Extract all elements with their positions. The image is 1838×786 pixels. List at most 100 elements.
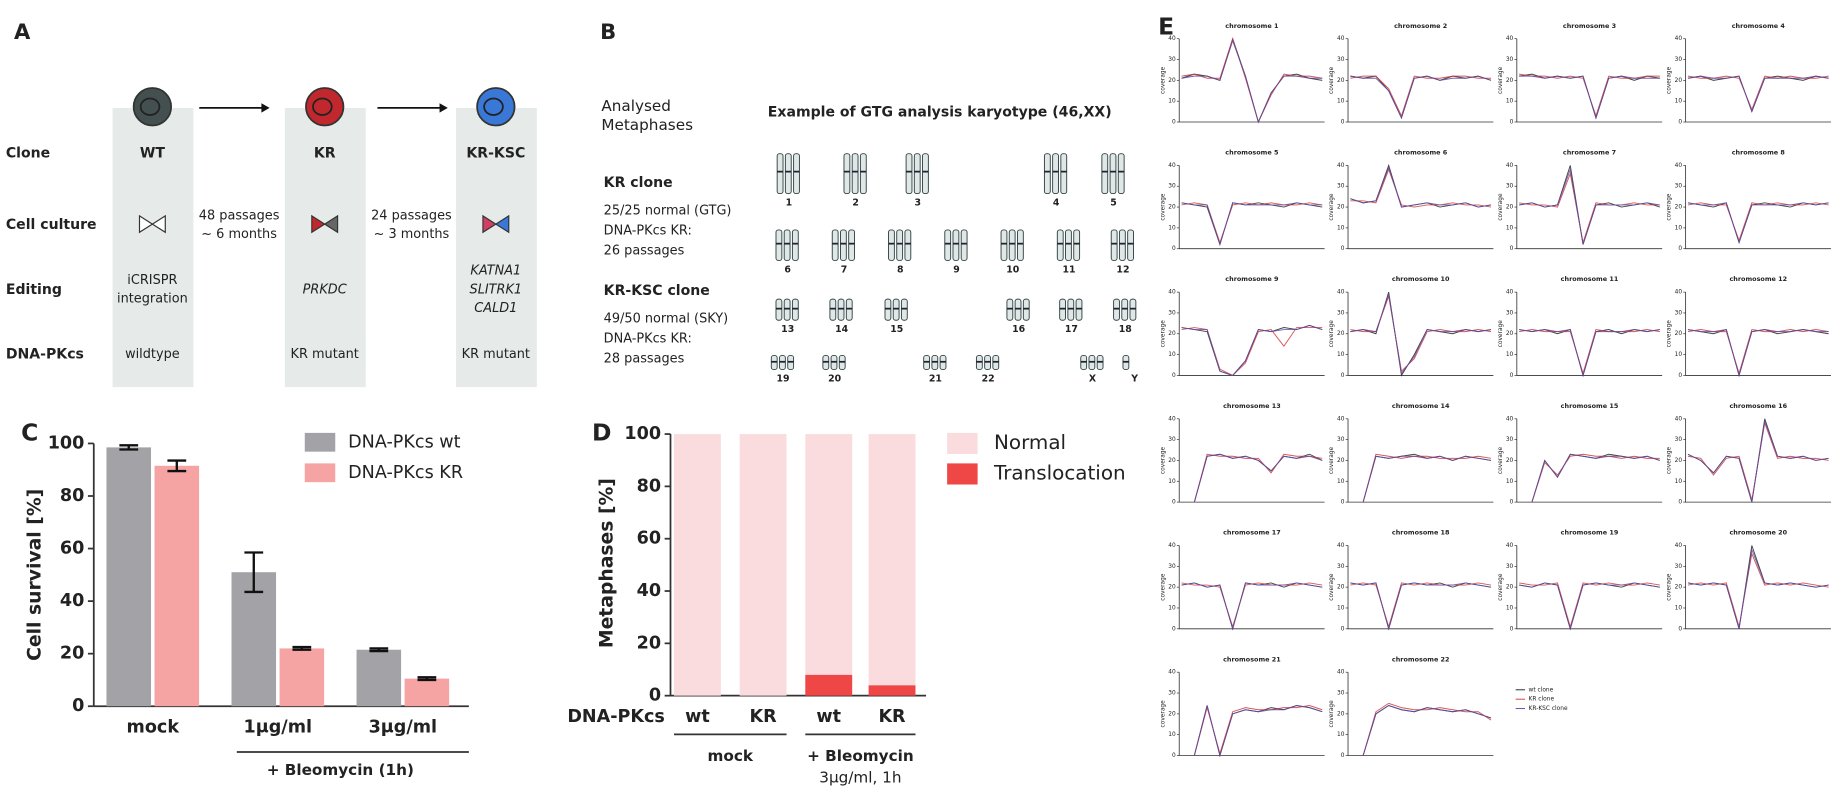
editing-text: PRKDC bbox=[303, 282, 347, 297]
heading: Metaphases bbox=[601, 116, 693, 134]
panel-letter: C bbox=[21, 419, 38, 447]
y-tick-label: 20 bbox=[1337, 585, 1345, 591]
coverage-line bbox=[1362, 453, 1492, 503]
coverage-line bbox=[1687, 547, 1829, 629]
y-tick-label: 30 bbox=[1168, 437, 1176, 443]
x-tick-label: mock bbox=[127, 717, 181, 737]
y-tick-label: 20 bbox=[1675, 205, 1683, 211]
chromosome bbox=[1060, 153, 1068, 195]
editing-text: KATNA1 bbox=[470, 263, 521, 278]
y-tick-label: 0 bbox=[1172, 500, 1176, 506]
y-tick-label: 30 bbox=[1168, 57, 1176, 63]
chromosome bbox=[905, 153, 913, 195]
subplot-title: chromosome 5 bbox=[1225, 149, 1279, 157]
chromosome-label: 14 bbox=[835, 324, 849, 335]
y-axis-label: Cell survival [%] bbox=[25, 489, 46, 661]
y-tick-label: 100 bbox=[48, 433, 85, 453]
y-tick-label: 30 bbox=[1506, 437, 1514, 443]
group-line: 25/25 normal (GTG) bbox=[604, 204, 732, 219]
panel-letter: E bbox=[1158, 13, 1174, 41]
coverage-line bbox=[1687, 329, 1829, 378]
chromosome bbox=[1006, 298, 1014, 321]
chromosome bbox=[776, 153, 784, 195]
y-axis-label: coverage bbox=[1160, 700, 1166, 728]
y-tick-label: 20 bbox=[1337, 205, 1345, 211]
chromosome-label: 18 bbox=[1119, 324, 1132, 335]
y-axis-label: coverage bbox=[1329, 66, 1335, 94]
error-bar bbox=[292, 645, 312, 651]
y-tick-label: 20 bbox=[1337, 458, 1345, 464]
clone-name: WT bbox=[140, 146, 166, 162]
bar bbox=[279, 648, 325, 707]
group-line: DNA-PKcs KR: bbox=[604, 332, 692, 347]
chromosome bbox=[1065, 229, 1072, 261]
dna-pkcs-status: KR mutant bbox=[462, 347, 530, 362]
editing-text: iCRISPR bbox=[127, 273, 177, 288]
chromosome-label: 22 bbox=[982, 373, 995, 384]
chromosome bbox=[1059, 298, 1066, 321]
transition-text: 48 passages bbox=[199, 208, 280, 223]
chromosome bbox=[888, 229, 895, 261]
x-axis-label: DNA-PKcs bbox=[567, 707, 665, 727]
culture-icon bbox=[311, 214, 326, 234]
chromosome-label: 20 bbox=[828, 373, 842, 384]
legend-swatch bbox=[304, 432, 336, 452]
panel-letter: B bbox=[600, 19, 616, 44]
cell-nucleus bbox=[312, 97, 333, 116]
y-tick-label: 30 bbox=[1675, 437, 1683, 443]
coverage-line bbox=[1687, 202, 1829, 244]
y-tick-label: 20 bbox=[1675, 585, 1683, 591]
y-axis-label: coverage bbox=[1498, 193, 1504, 221]
y-axis-label: coverage bbox=[1160, 320, 1166, 348]
y-tick-label: 30 bbox=[1168, 564, 1176, 570]
y-tick-label: 30 bbox=[1506, 564, 1514, 570]
dna-pkcs-status: wildtype bbox=[125, 347, 180, 362]
y-tick-label: 30 bbox=[1337, 184, 1345, 190]
y-tick-label: 10 bbox=[1506, 479, 1514, 485]
chromosome bbox=[851, 153, 859, 195]
y-tick-label: 0 bbox=[1341, 626, 1345, 632]
bar bbox=[231, 572, 277, 707]
panel-letter: A bbox=[14, 19, 31, 44]
y-axis-label: coverage bbox=[1160, 446, 1166, 474]
arrow-head bbox=[439, 103, 448, 113]
y-tick-label: 40 bbox=[1675, 543, 1683, 549]
legend-swatch bbox=[947, 463, 978, 485]
coverage-line bbox=[1181, 582, 1323, 631]
x-tick-label: KR bbox=[878, 707, 906, 727]
chromosome-label: 5 bbox=[1110, 197, 1117, 208]
y-axis-label: coverage bbox=[1160, 66, 1166, 94]
coverage-line bbox=[1350, 75, 1492, 120]
chromosome bbox=[1052, 153, 1059, 195]
y-tick-label: 20 bbox=[1168, 458, 1176, 464]
chromosome bbox=[1014, 298, 1022, 321]
chromosome bbox=[783, 229, 791, 261]
chromosome bbox=[1075, 298, 1083, 321]
y-tick-label: 10 bbox=[1168, 99, 1176, 105]
chromosome-label: 17 bbox=[1065, 324, 1078, 335]
culture-icon bbox=[494, 214, 510, 234]
subplot-title: chromosome 14 bbox=[1392, 402, 1450, 410]
chromosome-label: 19 bbox=[777, 373, 790, 384]
chromosome bbox=[1067, 298, 1075, 321]
y-tick-label: 10 bbox=[1337, 225, 1345, 231]
chromosome bbox=[1016, 229, 1024, 261]
y-tick-label: 10 bbox=[1168, 732, 1176, 738]
y-axis-label: coverage bbox=[1160, 573, 1166, 601]
chromosome bbox=[892, 298, 900, 321]
chromosome-label: 10 bbox=[1006, 264, 1020, 275]
y-axis-label: coverage bbox=[1667, 446, 1673, 474]
y-tick-label: 20 bbox=[1168, 711, 1176, 717]
coverage-line bbox=[1519, 172, 1660, 243]
y-tick-label: 0 bbox=[1678, 120, 1682, 126]
coverage-line bbox=[1687, 552, 1829, 627]
coverage-line bbox=[1193, 453, 1323, 503]
editing-text: integration bbox=[117, 292, 188, 307]
panel-letter: D bbox=[592, 419, 611, 447]
y-axis-label: coverage bbox=[1329, 573, 1335, 601]
row-label: Clone bbox=[6, 146, 50, 162]
group-line: 49/50 normal (SKY) bbox=[604, 312, 728, 327]
y-tick-label: 20 bbox=[1506, 331, 1514, 337]
legend-swatch bbox=[947, 432, 978, 455]
y-tick-label: 0 bbox=[1678, 373, 1682, 379]
